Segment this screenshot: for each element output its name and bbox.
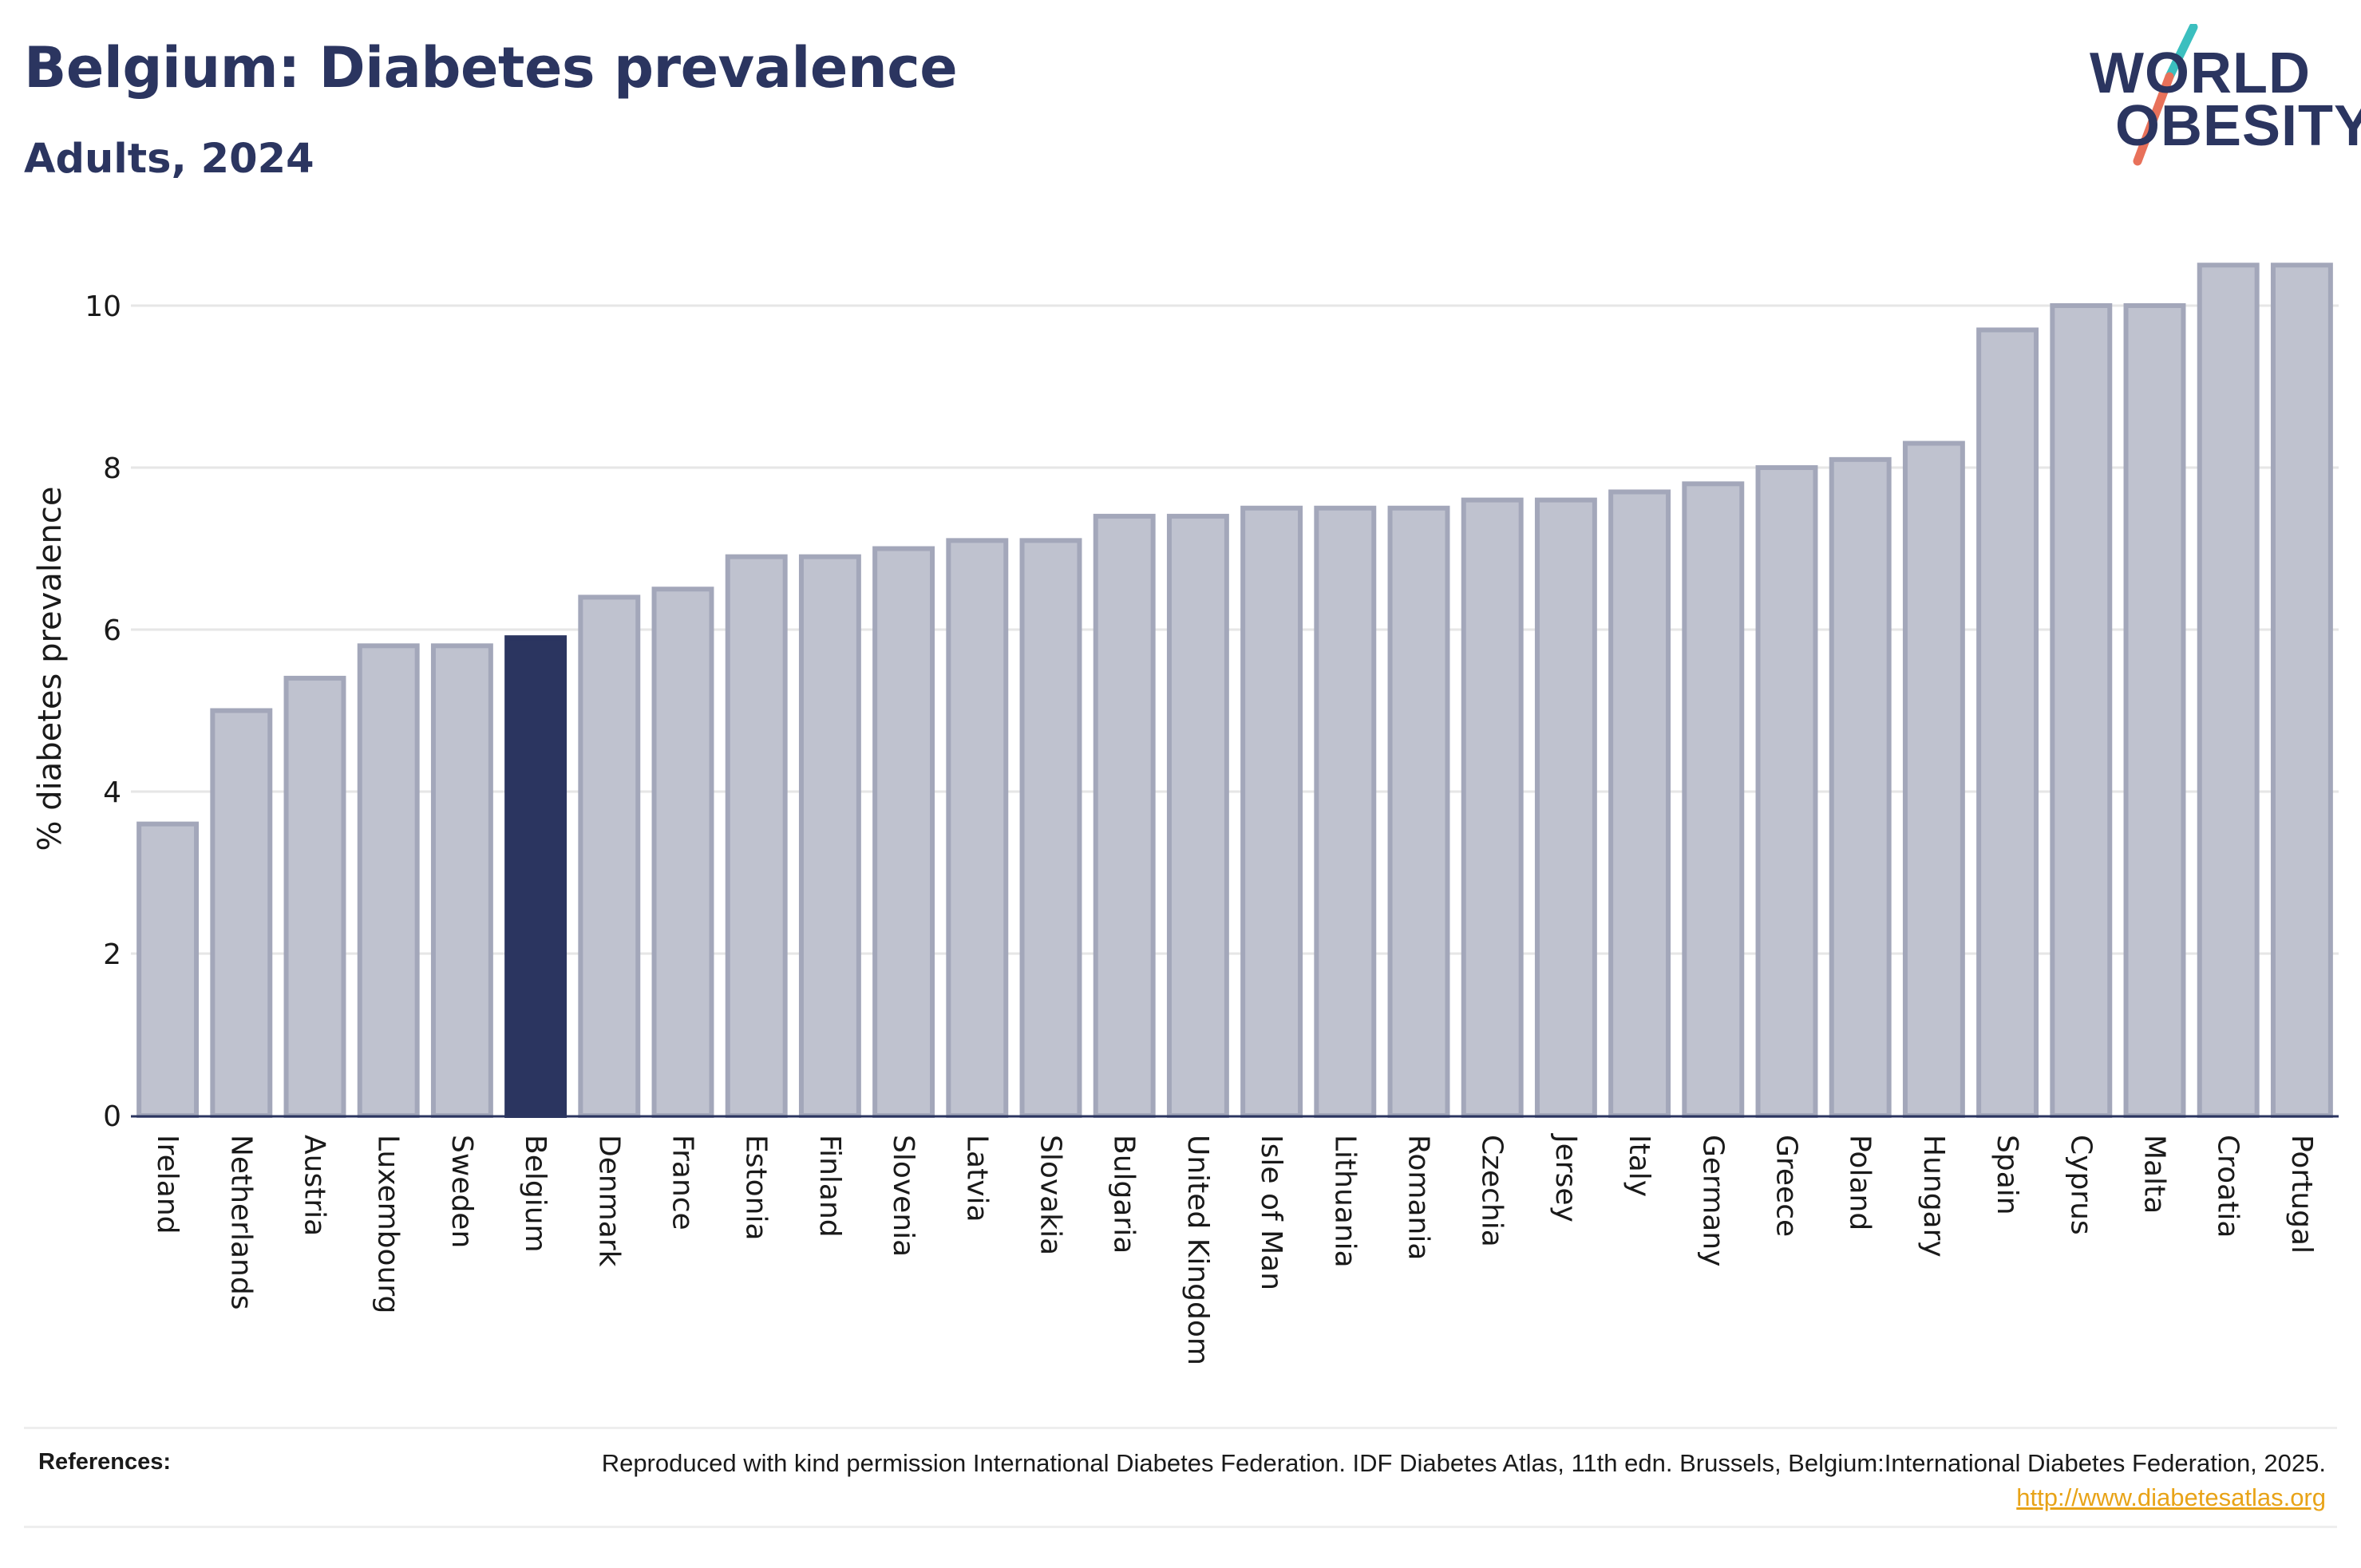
bar-chart: 0 2 4 6 8 10 Ireland Netherlands Austria Luxembo… <box>32 263 2339 1365</box>
x-tick-label: Estonia <box>740 1135 773 1241</box>
bar-united-kingdom <box>1166 513 1229 1118</box>
x-tick-labels: Ireland Netherlands Austria Luxembourg Swede… <box>151 1133 2318 1365</box>
logo-word-world: WORLD <box>2090 41 2311 105</box>
bar-estonia <box>725 554 788 1118</box>
chart-subtitle: Adults, 2024 <box>24 136 314 183</box>
bar-poland <box>1829 456 1892 1118</box>
references-divider-bottom <box>24 1526 2337 1528</box>
x-tick-label: Bulgaria <box>1108 1135 1141 1254</box>
bar-denmark <box>578 594 641 1118</box>
bar-slovenia <box>872 546 935 1118</box>
references-label: References: <box>38 1449 172 1475</box>
bar-portugal <box>2270 263 2333 1118</box>
x-tick-label: Ireland <box>151 1135 184 1234</box>
bar-romania <box>1387 505 1450 1118</box>
x-tick-label: Croatia <box>2212 1135 2244 1238</box>
bar-slovakia <box>1019 538 1082 1118</box>
x-tick-label: Germany <box>1696 1135 1729 1266</box>
y-tick-label: 10 <box>85 290 121 323</box>
y-tick-label: 4 <box>103 776 121 809</box>
bar-greece <box>1755 465 1818 1118</box>
y-tick-label: 6 <box>103 614 121 647</box>
bar-belgium <box>504 635 568 1118</box>
gridlines <box>131 304 2339 955</box>
references-text: Reproduced with kind permission Internat… <box>570 1446 2326 1515</box>
y-tick-label: 0 <box>103 1100 121 1133</box>
references-link[interactable]: http://www.diabetesatlas.org <box>2016 1483 2326 1511</box>
x-tick-label: Portugal <box>2285 1135 2318 1254</box>
x-tick-label: Latvia <box>960 1135 993 1222</box>
bar-finland <box>798 554 861 1118</box>
bar-spain <box>1976 327 2039 1118</box>
bar-austria <box>283 675 346 1118</box>
bar-italy <box>1608 489 1671 1118</box>
y-tick-labels: 0 2 4 6 8 10 <box>85 290 121 1133</box>
world-obesity-logo: WORLD OBESITY <box>2075 24 2361 168</box>
x-tick-label: Austria <box>299 1135 331 1236</box>
bar-malta <box>2123 303 2186 1118</box>
y-axis-label: % diabetes prevalence <box>32 486 69 851</box>
x-tick-label: United Kingdom <box>1181 1135 1214 1365</box>
x-tick-label: Netherlands <box>224 1135 257 1309</box>
x-tick-label: Lithuania <box>1328 1135 1361 1268</box>
bar-isle-of-man <box>1240 505 1303 1118</box>
bar-luxembourg <box>357 643 420 1118</box>
x-tick-label: Sweden <box>445 1135 478 1248</box>
bar-hungary <box>1902 440 1965 1118</box>
x-tick-label: Luxembourg <box>372 1135 405 1313</box>
x-tick-label: Malta <box>2138 1135 2171 1214</box>
bar-netherlands <box>210 708 273 1118</box>
bars <box>136 263 2333 1118</box>
bar-jersey <box>1534 497 1597 1118</box>
x-tick-label: Cyprus <box>2064 1135 2097 1235</box>
bar-cyprus <box>2050 303 2113 1118</box>
x-tick-label: Hungary <box>1917 1135 1950 1258</box>
x-tick-label: Romania <box>1402 1135 1435 1260</box>
x-tick-label: Poland <box>1844 1135 1877 1230</box>
x-tick-label: Czechia <box>1476 1135 1509 1247</box>
x-tick-label: Italy <box>1623 1135 1655 1197</box>
bar-czechia <box>1461 497 1524 1118</box>
bar-bulgaria <box>1093 513 1156 1118</box>
x-tick-label: Belgium <box>519 1135 552 1253</box>
bar-ireland <box>136 821 200 1118</box>
x-tick-label: Isle of Man <box>1255 1135 1287 1290</box>
bar-france <box>651 587 714 1118</box>
y-tick-label: 2 <box>103 938 121 971</box>
x-tick-label: Jersey <box>1549 1133 1582 1222</box>
chart-title: Belgium: Diabetes prevalence <box>24 35 958 101</box>
logo-slash-icon <box>2133 24 2198 166</box>
x-tick-label: Slovenia <box>887 1135 919 1257</box>
x-tick-label: Finland <box>813 1135 846 1238</box>
x-tick-label: Slovakia <box>1034 1135 1067 1255</box>
references-divider-top <box>24 1427 2337 1429</box>
references-body: Reproduced with kind permission Internat… <box>601 1449 2326 1477</box>
x-tick-label: Spain <box>1991 1135 2023 1215</box>
x-tick-label: Denmark <box>592 1135 625 1267</box>
bar-germany <box>1682 481 1745 1118</box>
logo-word-obesity: OBESITY <box>2115 94 2361 158</box>
x-tick-label: Greece <box>1770 1135 1803 1237</box>
x-tick-label: France <box>666 1135 699 1230</box>
y-tick-label: 8 <box>103 452 121 485</box>
bar-croatia <box>2197 263 2260 1118</box>
bar-latvia <box>946 538 1009 1118</box>
bar-lithuania <box>1314 505 1377 1118</box>
bar-sweden <box>430 643 493 1118</box>
